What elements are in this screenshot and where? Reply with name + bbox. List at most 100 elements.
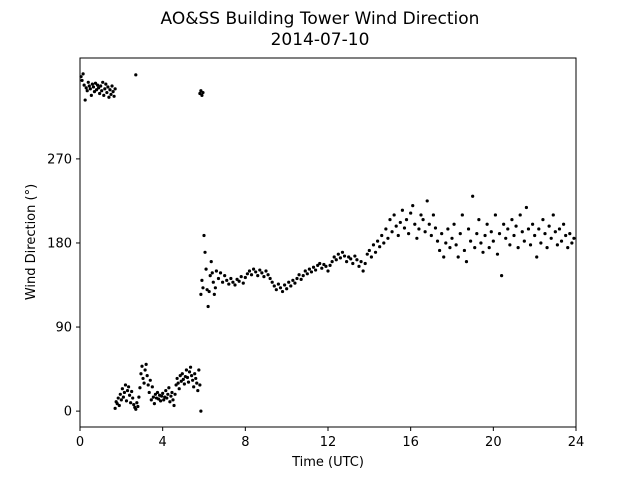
data-point (497, 232, 502, 236)
data-point (84, 86, 88, 90)
x-tick-label: 12 (320, 435, 337, 450)
data-point (223, 274, 227, 278)
data-point (295, 276, 299, 281)
data-point (349, 257, 353, 261)
data-point (167, 386, 171, 390)
data-point (105, 90, 109, 95)
data-point (152, 402, 156, 406)
data-point (400, 208, 404, 212)
data-point (460, 213, 464, 217)
data-point (201, 90, 205, 95)
data-point (338, 256, 342, 260)
data-point (342, 254, 347, 258)
data-point (197, 368, 201, 372)
data-point (195, 381, 199, 385)
data-point (258, 268, 262, 272)
data-point (110, 84, 114, 88)
data-point (193, 372, 197, 376)
data-point (367, 248, 371, 253)
data-point (108, 88, 112, 92)
data-point (256, 274, 260, 278)
data-point (446, 227, 450, 231)
data-point (247, 269, 252, 273)
data-point (214, 269, 218, 273)
data-point (481, 250, 485, 254)
data-point (151, 395, 155, 399)
data-point (112, 94, 116, 98)
data-point (199, 292, 203, 296)
data-point (137, 395, 141, 399)
data-point (404, 218, 409, 222)
data-point (252, 267, 256, 271)
data-point (83, 98, 87, 102)
data-point (200, 93, 204, 97)
data-point (285, 287, 289, 291)
data-point (216, 276, 221, 281)
plot-frame (79, 57, 577, 428)
data-point (81, 72, 85, 76)
data-point (355, 258, 359, 262)
data-point (192, 385, 196, 389)
data-point (452, 222, 456, 226)
data-point (184, 368, 189, 372)
data-point (555, 243, 560, 247)
data-point (134, 73, 138, 77)
data-point (289, 284, 293, 288)
data-point (204, 267, 208, 271)
data-point (347, 255, 351, 259)
data-point (568, 232, 572, 236)
data-point (456, 255, 460, 259)
data-point (462, 248, 466, 253)
data-point (287, 280, 291, 284)
x-axis-label: Time (UTC) (291, 455, 364, 470)
y-tick-label: 270 (47, 152, 72, 167)
data-point (241, 281, 245, 285)
data-point (477, 218, 481, 222)
x-tick-label: 16 (402, 435, 419, 450)
data-point (102, 93, 106, 97)
data-point (353, 254, 357, 258)
data-point (504, 236, 508, 240)
data-point (557, 227, 562, 231)
data-point (153, 392, 158, 396)
data-point (218, 271, 223, 275)
data-point (301, 274, 305, 278)
data-point (243, 275, 247, 280)
data-point (357, 264, 361, 268)
data-point (177, 387, 181, 391)
data-point (345, 260, 349, 264)
data-point (129, 401, 133, 405)
data-point (138, 386, 142, 390)
x-axis-ticks: 0 4 8 12 16 20 24 (76, 427, 584, 450)
data-point (93, 81, 98, 85)
data-point (86, 80, 90, 84)
data-points (79, 72, 576, 413)
data-point (336, 252, 340, 256)
data-point (454, 243, 458, 247)
x-tick-label: 20 (485, 435, 502, 450)
data-point (97, 86, 101, 90)
data-point (254, 270, 258, 274)
data-point (332, 255, 336, 259)
data-point (270, 280, 274, 284)
data-point (160, 394, 164, 398)
data-point (516, 246, 520, 250)
data-point (413, 222, 417, 226)
data-point (365, 252, 369, 256)
data-point (531, 222, 535, 226)
data-point (469, 239, 473, 243)
data-point (473, 246, 477, 250)
data-point (121, 395, 125, 399)
data-point (549, 236, 553, 240)
data-point (119, 398, 123, 402)
data-point (190, 374, 194, 378)
data-point (537, 227, 541, 231)
data-point (90, 82, 94, 86)
data-point (107, 95, 111, 99)
data-point (239, 275, 243, 279)
data-point (85, 89, 89, 93)
data-point (458, 232, 462, 236)
data-point (134, 407, 138, 411)
data-point (433, 226, 438, 230)
data-point (378, 245, 382, 249)
